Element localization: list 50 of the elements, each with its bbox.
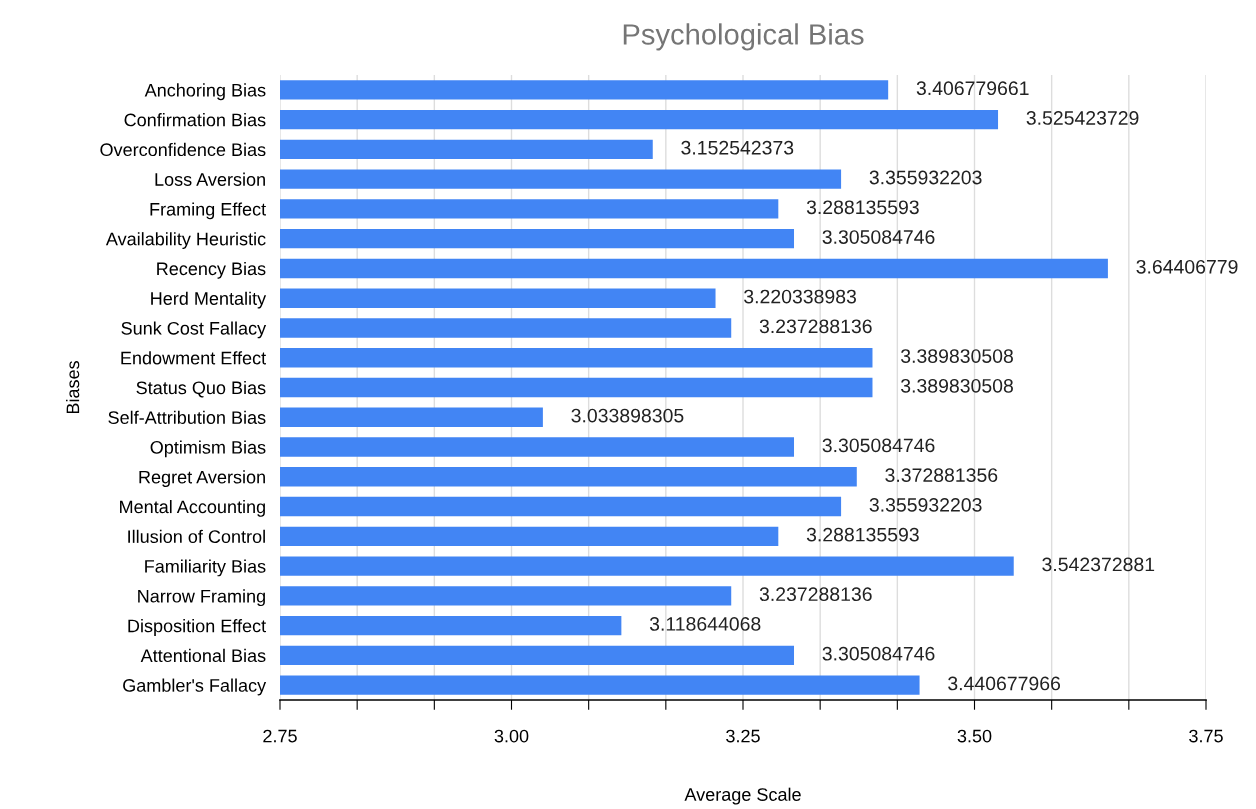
y-tick-label: Loss Aversion xyxy=(155,172,265,186)
data-label: 3.525423729 xyxy=(1026,111,1139,125)
chart-title: Psychological Bias xyxy=(623,23,864,51)
y-tick-label: Regret Aversion xyxy=(139,470,265,488)
data-label: 3.542372881 xyxy=(1042,557,1155,572)
data-label: 3.305084746 xyxy=(822,438,935,453)
y-tick-label: Endowment Effect xyxy=(121,351,266,365)
data-label: 3.152542373 xyxy=(681,140,794,155)
y-tick-label: Anchoring Bias xyxy=(144,83,266,101)
data-label: 3.440677966 xyxy=(948,676,1061,691)
data-label: 3.118644068 xyxy=(649,617,761,631)
y-tick-label: Sunk Cost Fallacy xyxy=(121,321,267,339)
data-label: 3.237288136 xyxy=(759,587,872,602)
data-label: 3.033898305 xyxy=(571,408,684,423)
data-label: 3.355932203 xyxy=(869,170,982,185)
y-tick-label: Recency Bias xyxy=(157,261,266,279)
x-tick-label: 2.75 xyxy=(263,729,297,743)
data-label: 3.64406779 xyxy=(1136,259,1238,274)
y-tick-label: Disposition Effect xyxy=(128,619,266,636)
y-tick-label: Status Quo Bias xyxy=(136,380,266,398)
x-tick-label: 3.00 xyxy=(494,729,529,743)
data-label: 3.288135593 xyxy=(806,200,919,215)
y-tick-label: Mental Accounting xyxy=(120,500,265,517)
data-label: 3.220338983 xyxy=(744,289,856,304)
data-label: 3.305084746 xyxy=(822,230,935,244)
y-tick-label: Availability Heuristic xyxy=(105,232,266,249)
y-tick-label: Overconfidence Bias xyxy=(100,142,266,157)
data-label: 3.355932203 xyxy=(869,498,982,512)
x-tick-label: 3.75 xyxy=(1189,729,1223,743)
y-axis-title: Biases xyxy=(66,361,80,414)
y-tick-label: Narrow Framing xyxy=(138,589,265,607)
data-label: 3.389830508 xyxy=(901,349,1013,363)
y-tick-label: Gambler's Fallacy xyxy=(123,678,267,696)
y-tick-label: Self-Attribution Bias xyxy=(108,410,266,424)
y-tick-label: Framing Effect xyxy=(150,202,266,220)
data-label: 3.372881356 xyxy=(885,468,998,483)
data-label: 3.406779661 xyxy=(916,81,1029,96)
y-tick-label: Attentional Bias xyxy=(140,648,266,663)
data-label: 3.389830508 xyxy=(901,378,1013,393)
x-axis-title: Average Scale xyxy=(684,787,801,805)
x-tick-label: 3.50 xyxy=(957,729,992,743)
y-tick-label: Familiarity Bias xyxy=(145,559,266,577)
x-tick-label: 3.25 xyxy=(726,729,760,743)
y-tick-label: Optimism Bias xyxy=(150,440,266,458)
data-label: 3.237288136 xyxy=(759,319,872,334)
y-tick-label: Confirmation Bias xyxy=(124,113,266,127)
y-tick-label: Herd Mentality xyxy=(151,291,267,309)
y-tick-label: Illusion of Control xyxy=(128,529,265,544)
data-label: 3.288135593 xyxy=(806,527,919,542)
data-label: 3.305084746 xyxy=(822,646,935,661)
